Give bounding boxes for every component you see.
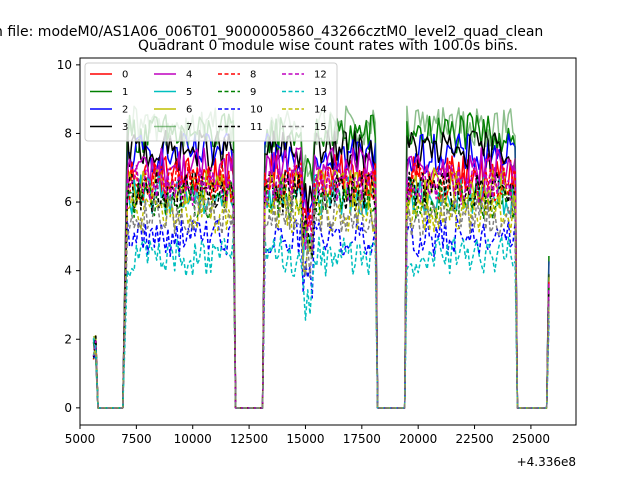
legend-label-8: 8: [250, 70, 256, 81]
legend-label-12: 12: [314, 70, 327, 81]
legend-label-11: 11: [250, 122, 263, 133]
y-axis: 0 2 4 6 8 10: [57, 58, 80, 415]
legend-label-14: 14: [314, 105, 327, 116]
y-tick-label: 2: [64, 332, 72, 346]
series-layer: [92, 105, 550, 409]
legend-label-6: 6: [186, 105, 192, 116]
plot-frame: [79, 57, 577, 426]
legend-label-15: 15: [314, 122, 327, 133]
x-tick-label: 20000: [399, 432, 437, 446]
series-line-13: [92, 235, 550, 409]
chart-title: Quadrant 0 module wise count rates with …: [138, 38, 518, 54]
x-tick-label: 10000: [174, 432, 212, 446]
legend-box: [84, 62, 338, 142]
series-line-3: [92, 129, 550, 409]
figure-suptitle: n file: modeM0/AS1A06_006T01_9000005860_…: [0, 24, 543, 40]
legend-label-10: 10: [250, 105, 263, 116]
legend-label-7: 7: [186, 122, 192, 133]
series-line-12: [92, 164, 550, 409]
x-tick-label: 7500: [121, 432, 152, 446]
legend-label-4: 4: [186, 70, 192, 81]
x-axis: 5000 7500 10000 12500 15000 17500 20000 22500 25…: [65, 425, 550, 446]
legend-label-5: 5: [186, 87, 192, 98]
x-tick-label: 25000: [512, 432, 550, 446]
x-tick-label: 17500: [343, 432, 381, 446]
x-offset-label: +4.336e8: [517, 455, 576, 469]
legend-label-2: 2: [122, 105, 128, 116]
legend-label-13: 13: [314, 87, 327, 98]
legend-label-0: 0: [122, 70, 128, 81]
x-tick-label: 22500: [455, 432, 493, 446]
legend-label-3: 3: [122, 122, 128, 133]
series-line-4: [92, 146, 550, 409]
x-tick-label: 5000: [65, 432, 96, 446]
x-tick-label: 15000: [286, 432, 324, 446]
y-tick-label: 0: [64, 401, 72, 415]
legend-label-9: 9: [250, 87, 256, 98]
y-tick-label: 8: [64, 126, 72, 140]
y-tick-label: 4: [64, 264, 72, 278]
y-tick-label: 6: [64, 195, 72, 209]
legend-label-1: 1: [122, 87, 128, 98]
y-tick-label: 10: [57, 58, 72, 72]
series-line-8: [92, 160, 550, 409]
x-tick-label: 12500: [230, 432, 268, 446]
